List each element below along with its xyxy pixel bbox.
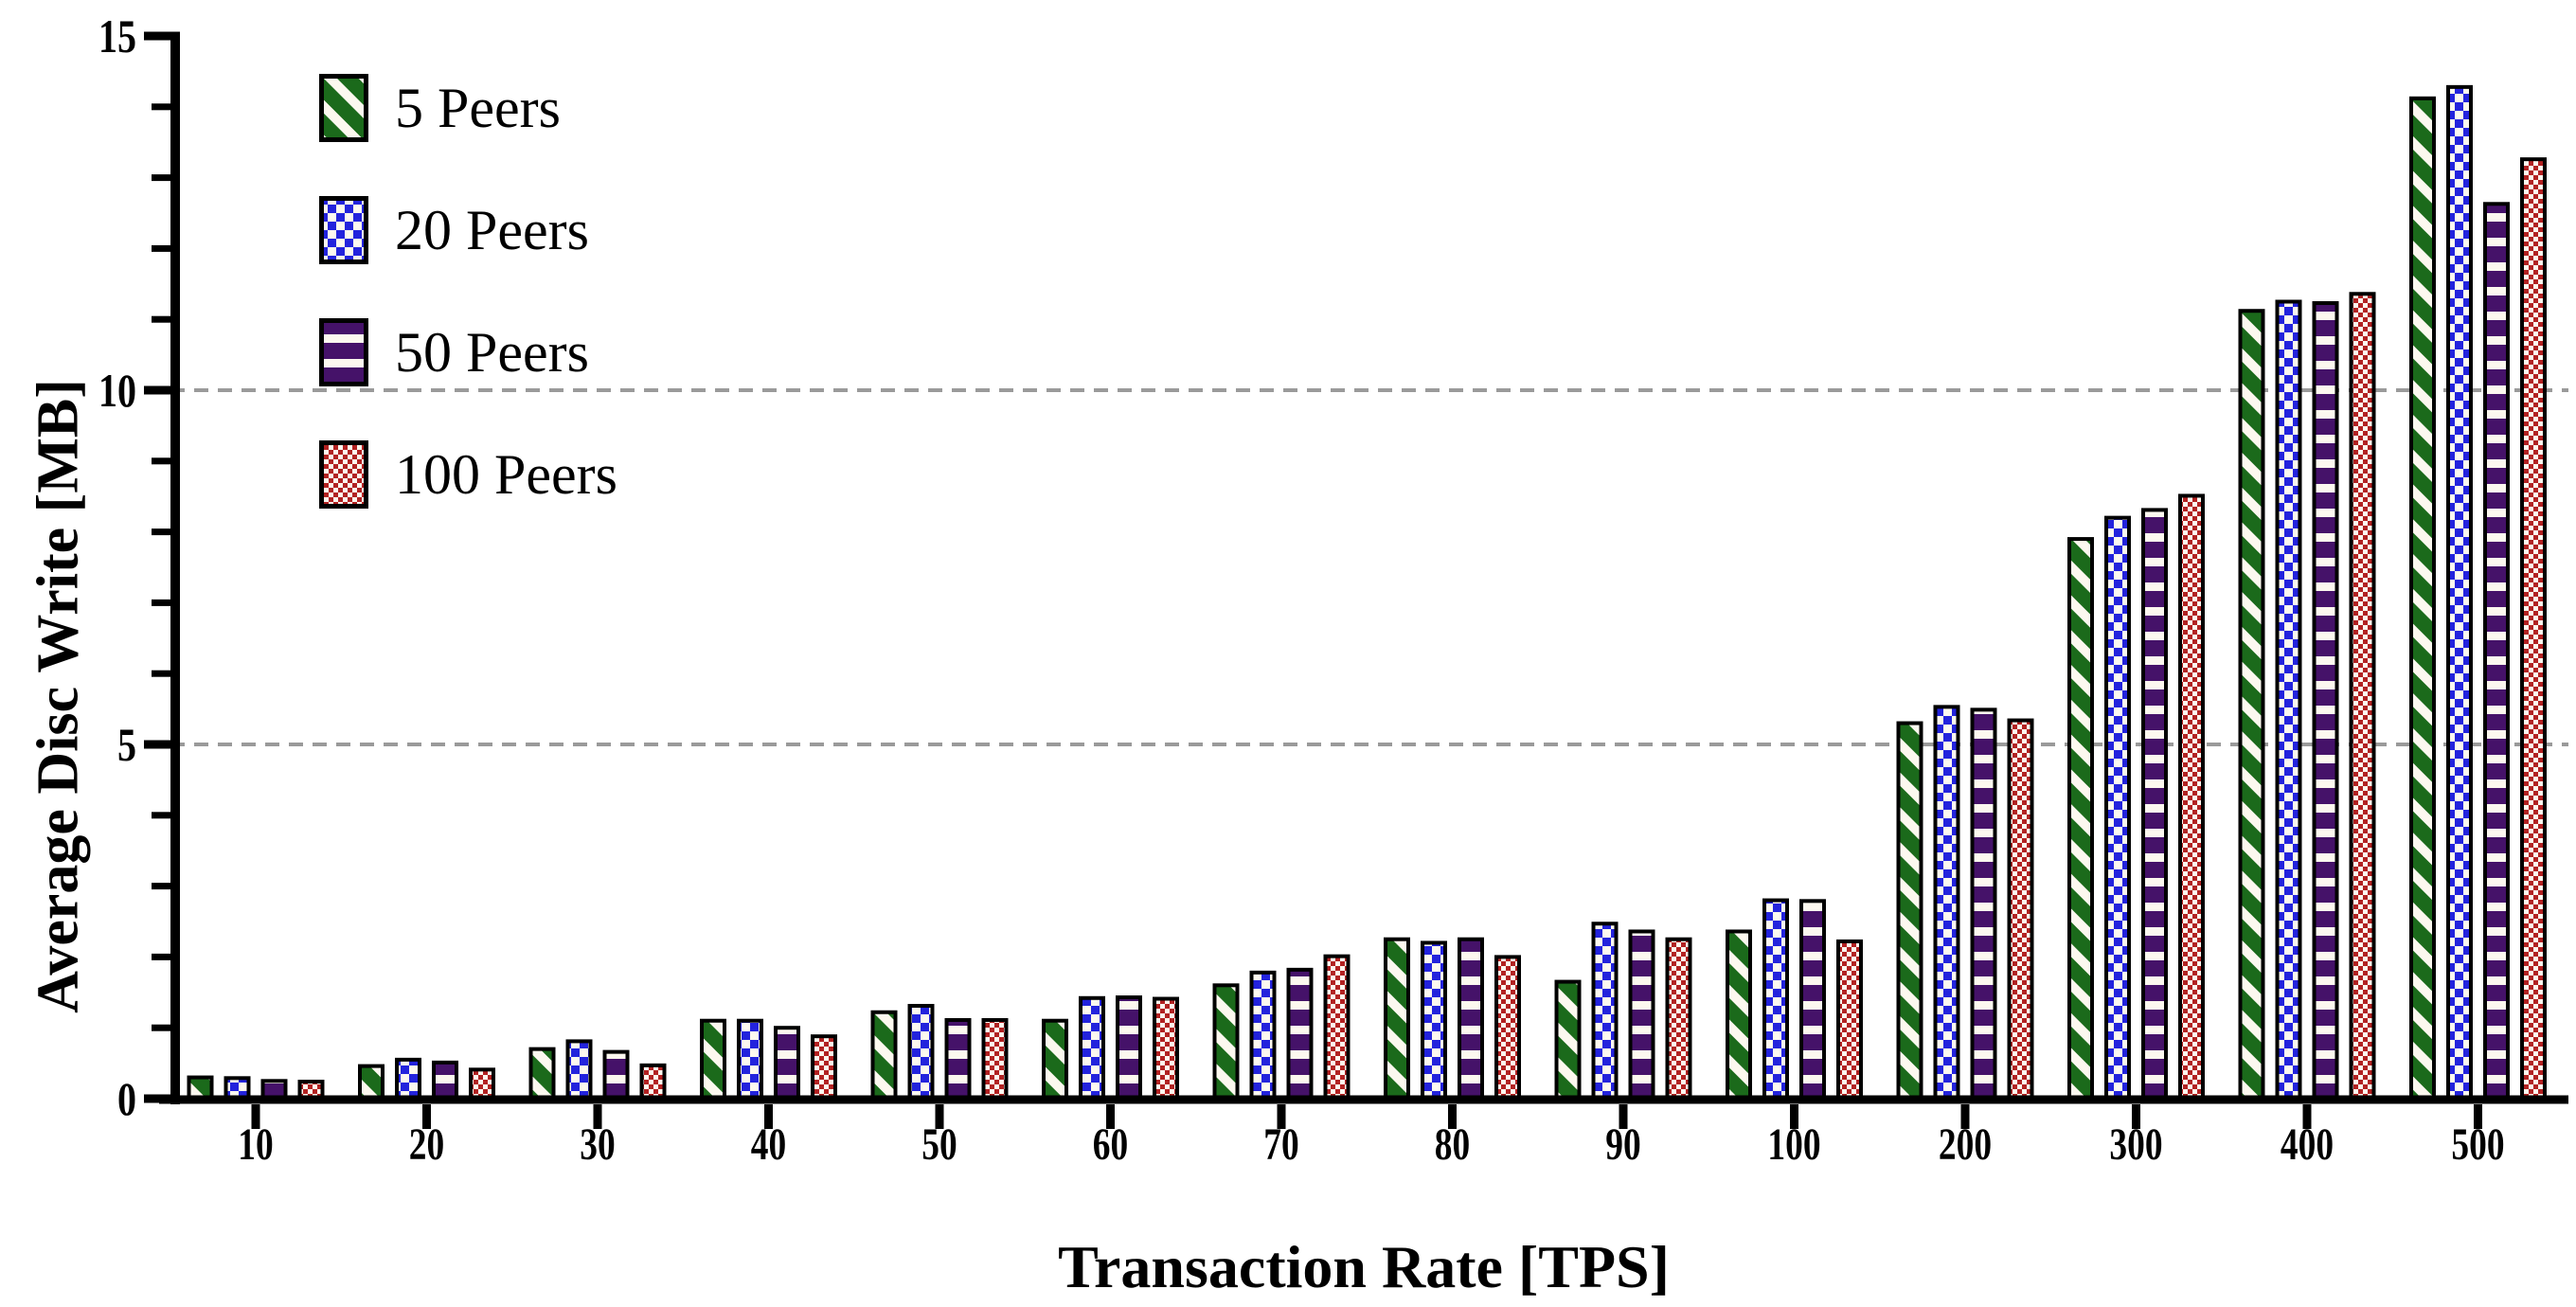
bar-50-peers-tps60 xyxy=(1116,995,1142,1101)
legend-label: 100 Peers xyxy=(395,442,617,506)
bar-5-peers-tps90 xyxy=(1554,979,1582,1101)
bar-5-peers-tps500 xyxy=(2409,96,2436,1101)
x-tick-label: 60 xyxy=(1093,1120,1128,1170)
bar-50-peers-tps500 xyxy=(2483,202,2510,1101)
x-tick-label: 40 xyxy=(751,1120,786,1170)
bar-100-peers-tps70 xyxy=(1323,954,1351,1101)
legend-item: 20 Peers xyxy=(319,196,617,264)
bar-5-peers-tps40 xyxy=(700,1018,726,1101)
bar-5-peers-tps300 xyxy=(2067,537,2094,1101)
y-axis-title: Average Disc Write [MB] xyxy=(26,379,91,1013)
legend-label: 5 Peers xyxy=(395,76,561,139)
bar-50-peers-tps400 xyxy=(2312,300,2339,1101)
bar-100-peers-tps20 xyxy=(469,1067,495,1101)
bar-20-peers-tps50 xyxy=(907,1004,935,1101)
x-tick-label: 100 xyxy=(1767,1120,1820,1170)
bar-5-peers-tps400 xyxy=(2238,309,2265,1101)
bar-5-peers-tps30 xyxy=(528,1047,556,1101)
bar-20-peers-tps100 xyxy=(1762,898,1789,1101)
bar-5-peers-tps20 xyxy=(358,1064,385,1101)
bar-20-peers-tps70 xyxy=(1249,970,1277,1101)
bar-100-peers-tps50 xyxy=(981,1017,1009,1101)
x-tick-label: 90 xyxy=(1605,1120,1640,1170)
legend-swatch-diagonal-stripes xyxy=(319,74,368,142)
bar-100-peers-tps200 xyxy=(2007,718,2034,1101)
x-tick-label: 10 xyxy=(238,1120,273,1170)
legend-item: 100 Peers xyxy=(319,440,617,509)
legend-swatch-checkerboard xyxy=(319,196,368,264)
bar-100-peers-tps60 xyxy=(1153,996,1179,1101)
bar-50-peers-tps90 xyxy=(1628,929,1655,1101)
bar-5-peers-tps60 xyxy=(1042,1018,1068,1101)
bar-20-peers-tps200 xyxy=(1933,705,1960,1101)
axes: 0 5 10 15 10 20 30 40 50 60 70 80 90 100 200 300 400 500 xyxy=(98,10,2568,1170)
bar-50-peers-tps30 xyxy=(602,1049,630,1101)
bar-20-peers-tps500 xyxy=(2446,84,2473,1101)
y-tick-label: 0 xyxy=(117,1073,136,1125)
x-tick-label: 70 xyxy=(1263,1120,1298,1170)
bar-50-peers-tps20 xyxy=(432,1060,458,1101)
x-axis-title: Transaction Rate [TPS] xyxy=(1058,1233,1670,1300)
bar-20-peers-tps400 xyxy=(2275,299,2302,1101)
bar-50-peers-tps70 xyxy=(1286,967,1314,1101)
x-tick-label: 30 xyxy=(580,1120,615,1170)
bar-20-peers-tps60 xyxy=(1079,995,1105,1101)
bar-50-peers-tps300 xyxy=(2141,508,2168,1101)
bar-5-peers-tps70 xyxy=(1212,983,1240,1101)
bar-100-peers-tps100 xyxy=(1836,939,1863,1101)
legend-item: 5 Peers xyxy=(319,74,617,142)
bar-5-peers-tps50 xyxy=(870,1010,898,1101)
legend-swatch-horizontal-stripes xyxy=(319,318,368,386)
bar-50-peers-tps40 xyxy=(774,1026,800,1101)
bar-20-peers-tps90 xyxy=(1591,922,1619,1101)
bar-50-peers-tps100 xyxy=(1799,899,1826,1101)
bar-50-peers-tps80 xyxy=(1458,937,1484,1101)
x-tick-label: 20 xyxy=(409,1120,444,1170)
x-tick-label: 500 xyxy=(2451,1120,2504,1170)
bar-20-peers-tps80 xyxy=(1421,940,1447,1101)
bar-100-peers-tps400 xyxy=(2349,292,2376,1101)
bar-20-peers-tps300 xyxy=(2104,515,2131,1101)
bar-20-peers-tps30 xyxy=(565,1039,593,1101)
y-tick-label: 15 xyxy=(98,10,136,63)
bar-100-peers-tps500 xyxy=(2520,157,2547,1101)
bar-50-peers-tps50 xyxy=(944,1017,972,1101)
legend-label: 50 Peers xyxy=(395,320,589,384)
legend-label: 20 Peers xyxy=(395,198,589,261)
bar-100-peers-tps90 xyxy=(1665,937,1692,1101)
bar-100-peers-tps300 xyxy=(2178,493,2205,1101)
bar-20-peers-tps20 xyxy=(395,1057,421,1101)
x-tick-label: 80 xyxy=(1435,1120,1470,1170)
bar-5-peers-tps100 xyxy=(1726,929,1752,1101)
bar-20-peers-tps40 xyxy=(737,1018,763,1101)
y-tick-label: 10 xyxy=(98,365,136,417)
y-tick-label: 5 xyxy=(117,719,136,771)
bar-100-peers-tps80 xyxy=(1494,955,1521,1101)
x-tick-label: 300 xyxy=(2109,1120,2162,1170)
bar-5-peers-tps80 xyxy=(1384,937,1410,1101)
legend: 5 Peers 20 Peers 50 Peers 100 Peers xyxy=(319,74,617,563)
x-tick-label: 400 xyxy=(2281,1120,2334,1170)
x-tick-label: 50 xyxy=(921,1120,957,1170)
bar-5-peers-tps200 xyxy=(1896,721,1923,1101)
bar-100-peers-tps40 xyxy=(811,1034,837,1101)
legend-item: 50 Peers xyxy=(319,318,617,386)
legend-swatch-fine-checkerboard xyxy=(319,440,368,509)
x-tick-label: 200 xyxy=(1939,1120,1992,1170)
bar-100-peers-tps30 xyxy=(639,1063,667,1101)
bar-50-peers-tps200 xyxy=(1970,707,1997,1101)
